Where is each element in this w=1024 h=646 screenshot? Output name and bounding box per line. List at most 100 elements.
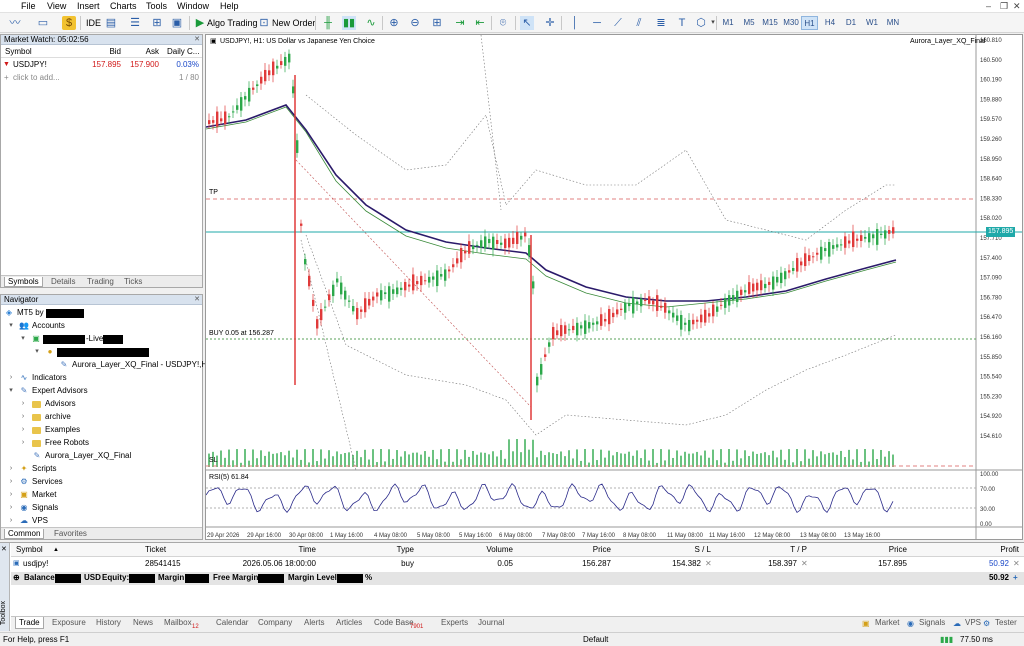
profiles-icon[interactable]: ▭ [37,17,49,29]
col-tp[interactable]: T / P [790,545,807,554]
close-toolbox-icon[interactable]: ✕ [1,546,7,553]
tf-m30-button[interactable]: M30 [783,18,799,27]
expand-icon[interactable]: › [21,426,25,433]
trade-tp[interactable]: 158.397 [768,559,797,568]
fibonacci-icon[interactable]: ≣ [656,17,666,29]
tab-trading[interactable]: Trading [87,277,114,286]
close-navigator-icon[interactable]: ✕ [194,296,200,303]
market-icon[interactable]: $ [62,16,76,30]
minimize-icon[interactable]: – [986,1,992,11]
tab-calendar[interactable]: Calendar [216,618,249,627]
line-chart-icon[interactable]: ∿ [366,17,376,29]
tab-alerts[interactable]: Alerts [304,618,325,627]
new-order-icon[interactable]: ⊡ [259,17,269,29]
tf-m15-button[interactable]: M15 [762,18,778,27]
chart-type-icon[interactable]: 〰 [9,17,21,29]
close-panel-icon[interactable]: ✕ [194,36,200,43]
col-symbol[interactable]: Symbol [16,545,43,554]
tab-news[interactable]: News [133,618,154,627]
restore-icon[interactable]: ❐ [1000,1,1009,11]
remove-sl-icon[interactable]: ✕ [705,559,712,568]
tf-h1-button[interactable]: H1 [801,16,818,30]
tab-common[interactable]: Common [4,529,45,539]
expand-icon[interactable]: › [21,413,25,420]
tf-d1-button[interactable]: D1 [845,18,857,27]
tab-company[interactable]: Company [258,618,293,627]
col-ask[interactable]: Ask [145,47,159,56]
expand-icon[interactable]: › [9,478,13,485]
tab-experts[interactable]: Experts [441,618,469,627]
expand-icon[interactable]: ▾ [21,335,25,342]
auto-scroll-icon[interactable]: ⇥ [455,17,465,29]
tab-code-base[interactable]: Code Base [374,618,414,627]
tab-journal[interactable]: Journal [478,618,505,627]
tab-mailbox[interactable]: Mailbox [164,618,192,627]
price-chart[interactable]: 100.00 70.00 30.00 0.00 160.810 160.500 160.1… [206,35,1023,540]
screenshot-icon[interactable]: ⌾ [499,17,507,29]
tf-m5-button[interactable]: M5 [743,18,755,27]
tab-exposure[interactable]: Exposure [52,618,86,627]
col-price[interactable]: Price [592,545,611,554]
zoom-in-icon[interactable]: ⊕ [389,17,399,29]
new-chart-icon[interactable]: ▤ [105,17,117,29]
tf-w1-button[interactable]: W1 [866,18,878,27]
remove-tp-icon[interactable]: ✕ [801,559,808,568]
col-bid[interactable]: Bid [109,47,121,56]
col-ticket[interactable]: Ticket [145,545,167,554]
expand-icon[interactable]: › [9,491,13,498]
data-window-icon[interactable]: ⊞ [152,17,162,29]
tab-articles[interactable]: Articles [336,618,363,627]
col-time[interactable]: Time [298,545,316,554]
shapes-dropdown-icon[interactable]: ▾ [711,19,715,26]
expand-icon[interactable]: › [9,374,13,381]
menu-insert[interactable]: Insert [77,1,100,11]
expand-icon[interactable]: ▾ [9,387,13,394]
col-sl[interactable]: S / L [694,545,711,554]
expand-icon[interactable]: › [9,517,13,524]
chart-shift-icon[interactable]: ⇤ [475,17,485,29]
horizontal-line-icon[interactable]: ─ [593,17,601,29]
tab-details[interactable]: Details [51,277,76,286]
menu-window[interactable]: Window [177,1,210,11]
col-daily-change[interactable]: Daily C... [167,47,200,56]
col-current-price[interactable]: Price [888,545,907,554]
candlestick-icon[interactable]: ▮▮ [342,16,356,30]
algo-trading-icon[interactable]: ▶ [195,17,205,29]
trade-sl[interactable]: 154.382 [672,559,701,568]
col-symbol[interactable]: Symbol [5,47,32,56]
zoom-out-icon[interactable]: ⊖ [410,17,420,29]
bar-chart-icon[interactable]: ╫ [324,17,332,29]
tile-windows-icon[interactable]: ⊞ [432,17,442,29]
col-volume[interactable]: Volume [486,545,513,554]
trendline-icon[interactable]: ⟋ [614,17,622,29]
tab-history[interactable]: History [96,618,121,627]
cursor-icon[interactable]: ↖ [520,16,534,30]
tab-signals[interactable]: Signals [919,618,946,627]
profile-name[interactable]: Default [583,635,609,644]
algo-trading-button[interactable]: Algo Trading [207,18,258,28]
vertical-line-icon[interactable]: │ [571,17,579,29]
tf-mn-button[interactable]: MN [886,18,900,27]
expand-icon[interactable]: › [9,504,13,511]
add-symbol-row[interactable]: + click to add... 1 / 80 [1,72,202,84]
col-profit[interactable]: Profit [1000,545,1019,554]
menu-charts[interactable]: Charts [110,1,137,11]
expand-icon[interactable]: ▾ [9,322,13,329]
crosshair-icon[interactable]: ✛ [545,17,555,29]
menu-view[interactable]: View [47,1,67,11]
col-type[interactable]: Type [396,545,414,554]
menu-help[interactable]: Help [220,1,239,11]
text-tool-icon[interactable]: T [678,17,686,29]
equidistant-channel-icon[interactable]: ⫽ [636,17,642,29]
tab-favorites[interactable]: Favorites [54,529,87,538]
ide-button[interactable]: IDE [86,18,102,28]
tab-ticks[interactable]: Ticks [124,277,143,286]
close-position-icon[interactable]: ✕ [1013,559,1020,568]
tab-vps[interactable]: VPS [965,618,982,627]
shapes-icon[interactable]: ⬡ [696,17,706,29]
terminal-icon[interactable]: ▣ [171,17,183,29]
tab-market[interactable]: Market [875,618,900,627]
chart-window[interactable]: 100.00 70.00 30.00 0.00 160.810 160.500 160.1… [205,34,1023,540]
expand-icon[interactable]: › [21,439,25,446]
tab-symbols[interactable]: Symbols [4,277,43,287]
